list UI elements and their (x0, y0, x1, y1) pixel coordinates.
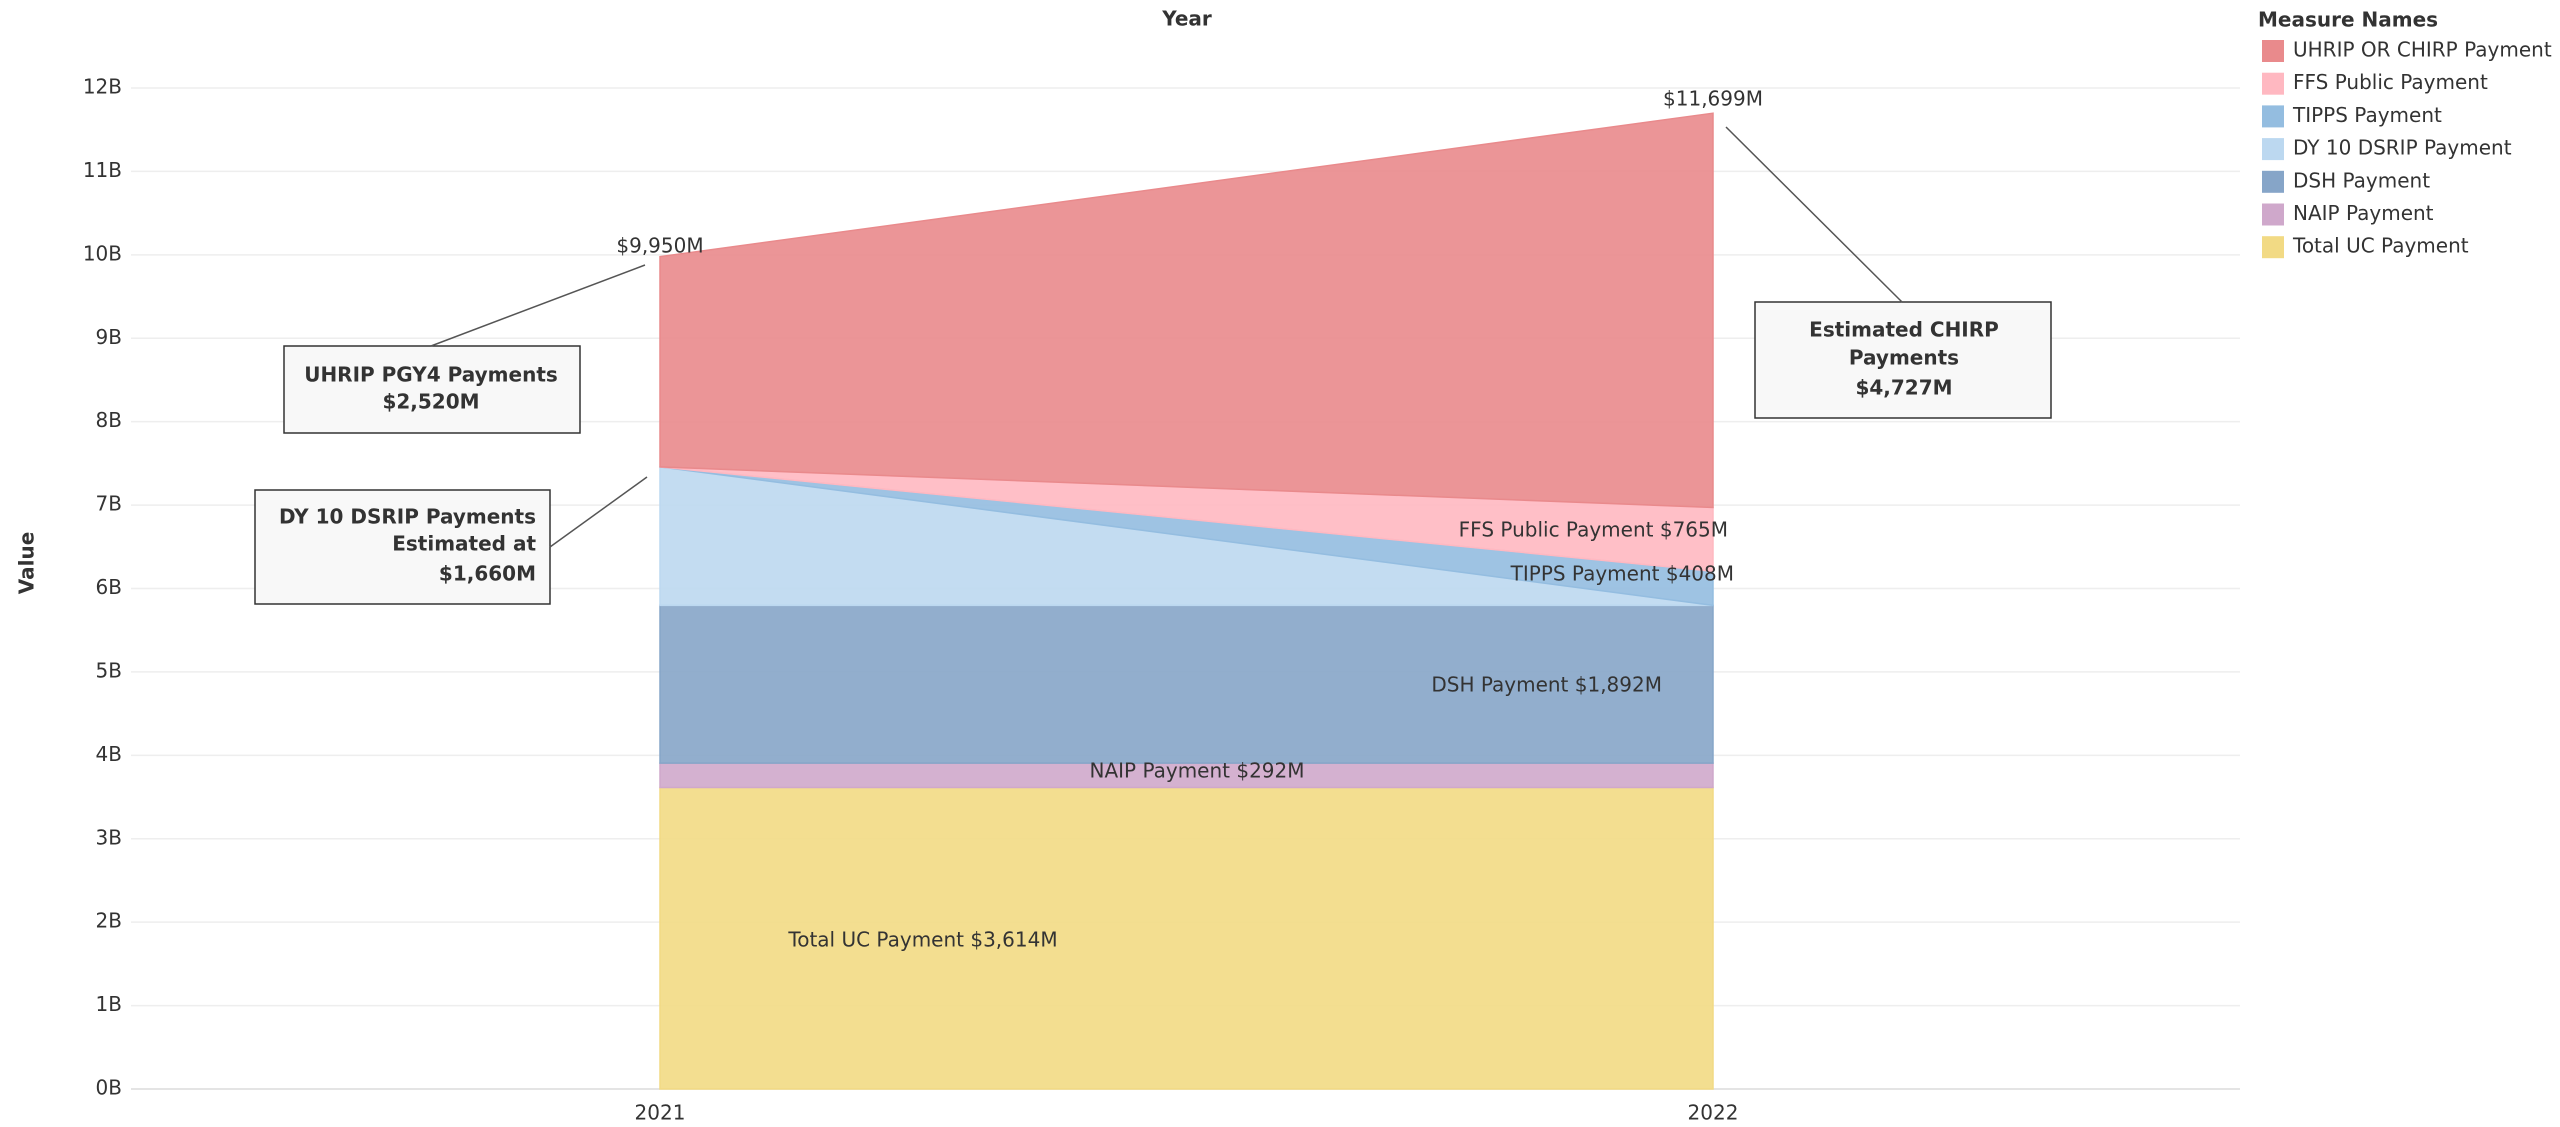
annotation: $4,727M (1855, 376, 1952, 400)
legend-label: DSH Payment (2293, 168, 2430, 192)
legend-swatch (2262, 105, 2284, 128)
x-axis-title: Year (1161, 7, 1212, 31)
legend-swatch (2262, 72, 2284, 95)
annotation: $2,520M (382, 390, 479, 414)
leader-line (549, 476, 648, 548)
y-tick-label: 9B (96, 325, 122, 349)
leader-line (430, 264, 646, 347)
legend-swatch (2262, 40, 2284, 62)
legend-label: FFS Public Payment (2293, 70, 2488, 94)
callout-box (254, 489, 551, 605)
leader-line (1725, 126, 1903, 303)
y-tick-label: 7B (96, 492, 122, 516)
y-tick-label: 2B (96, 909, 122, 933)
annotation: DY 10 DSRIP Payments (279, 505, 536, 529)
annotation: Estimated CHIRP (1809, 318, 1999, 342)
annotation: DSH Payment $1,892M (1431, 673, 1662, 697)
legend-label: UHRIP OR CHIRP Payment (2293, 38, 2552, 62)
callout-box (283, 345, 581, 434)
y-tick-label: 6B (96, 575, 122, 599)
legend-label: Total UC Payment (2292, 234, 2469, 258)
annotation: UHRIP PGY4 Payments (304, 363, 558, 387)
legend-label: TIPPS Payment (2292, 103, 2442, 127)
y-tick-label: 3B (96, 825, 122, 849)
annotation: $11,699M (1663, 87, 1763, 111)
annotation: $9,950M (616, 234, 703, 258)
y-tick-label: 5B (96, 658, 122, 682)
annotation: FFS Public Payment $765M (1459, 518, 1728, 542)
y-axis-title: Value (15, 532, 39, 595)
x-tick-label: 2021 (635, 1101, 686, 1125)
annotation: $1,660M (439, 562, 536, 586)
annotation: Payments (1849, 346, 1959, 370)
y-tick-label: 4B (96, 742, 122, 766)
y-tick-label: 11B (83, 158, 122, 182)
legend-label: NAIP Payment (2293, 201, 2434, 225)
x-tick-label: 2022 (1688, 1101, 1739, 1125)
legend-swatch (2262, 236, 2284, 259)
annotation: TIPPS Payment $408M (1510, 562, 1734, 586)
annotation: Total UC Payment $3,614M (787, 928, 1057, 952)
legend-swatch (2262, 138, 2284, 161)
legend-label: DY 10 DSRIP Payment (2293, 136, 2512, 160)
legend-title: Measure Names (2258, 8, 2438, 32)
callout-box (1754, 301, 2052, 419)
y-tick-label: 12B (83, 75, 122, 99)
legend-swatch (2262, 170, 2284, 193)
y-tick-label: 0B (96, 1076, 122, 1100)
y-tick-label: 1B (96, 992, 122, 1016)
area (659, 112, 1714, 509)
y-tick-label: 10B (83, 241, 122, 265)
annotation: NAIP Payment $292M (1089, 759, 1304, 783)
annotation: Estimated at (392, 532, 536, 556)
legend-swatch (2262, 203, 2284, 226)
y-tick-label: 8B (96, 408, 122, 432)
